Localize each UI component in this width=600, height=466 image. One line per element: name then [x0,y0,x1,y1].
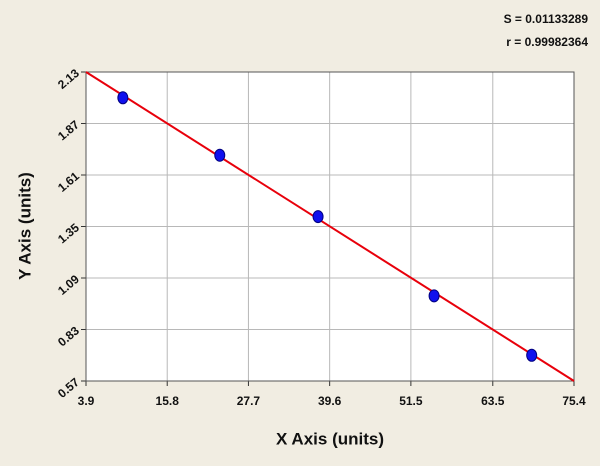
fit-line [85,71,575,382]
data-point [428,289,440,303]
y-tick-label: 1.09 [55,272,82,298]
x-tick-label: 27.7 [237,394,261,408]
x-tick-label: 63.5 [481,394,505,408]
data-point [526,348,538,362]
annotation: S = 0.01133289 [504,12,589,26]
y-tick-label: 1.35 [55,220,82,246]
x-tick-label: 51.5 [399,394,423,408]
y-tick-label: 0.83 [55,323,82,349]
x-tick-label: 39.6 [318,394,342,408]
data-point [214,148,226,162]
plot-border [85,71,575,382]
x-tick-label: 3.9 [78,394,95,408]
y-tick-label: 1.61 [55,169,82,195]
y-tick-label: 1.87 [55,117,82,143]
y-tick-label: 2.13 [55,66,82,92]
annotation: r = 0.99982364 [506,35,588,49]
data-point [312,210,324,224]
y-axis-title: Y Axis (units) [15,172,34,280]
x-axis-title: X Axis (units) [276,429,384,448]
x-tick-label: 75.4 [562,394,586,408]
data-point [117,91,129,105]
x-tick-label: 15.8 [156,394,180,408]
